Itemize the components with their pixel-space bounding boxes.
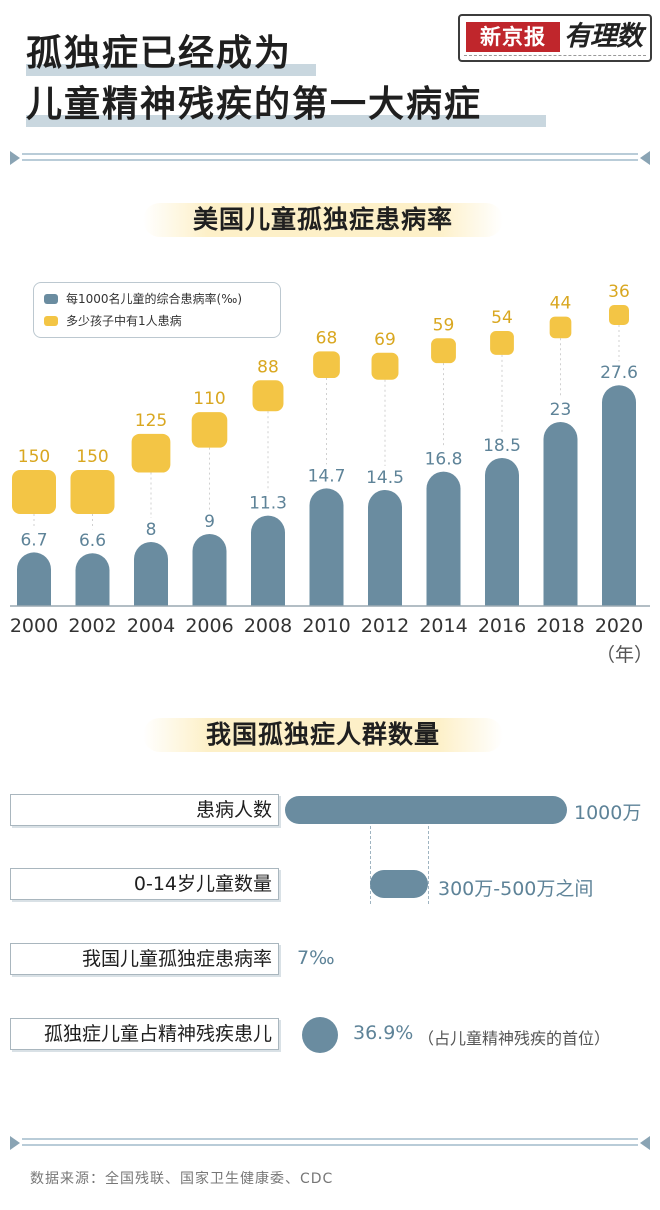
row-label-children: 0-14岁儿童数量 <box>133 873 272 895</box>
data-source: 数据来源：全国残联、国家卫生健康委、CDC <box>30 1171 334 1187</box>
bottom-divider <box>10 1136 650 1150</box>
page-title-line1: 孤独症已经成为 <box>26 33 293 74</box>
ratio-marker-2010 <box>313 351 340 379</box>
rate-label-2008: 11.3 <box>249 494 287 514</box>
ratio-marker-2012 <box>371 352 399 380</box>
rate-label-2006: 9 <box>204 512 215 532</box>
rate-label-2018: 23 <box>550 400 572 420</box>
title-highlight-1 <box>26 64 316 76</box>
circle-share <box>302 1017 338 1053</box>
rate-bar-2020 <box>602 385 636 606</box>
row-label-share: 孤独症儿童占精神残疾患儿 <box>43 1023 272 1045</box>
row-label-box-rate: 我国儿童孤独症患病率 <box>10 943 279 975</box>
row-label-rate: 我国儿童孤独症患病率 <box>81 948 272 970</box>
ratio-label-2000: 150 <box>18 447 50 467</box>
value-children: 300万-500万之间 <box>438 878 594 900</box>
x-tick-2000: 2000 <box>10 615 58 637</box>
ratio-marker-2008 <box>252 380 284 412</box>
dashed-guide-right <box>428 826 429 904</box>
legend-swatch-blue <box>44 294 58 304</box>
ratio-label-2004: 125 <box>135 411 167 431</box>
logo-stripe-decoration <box>464 55 646 58</box>
legend-swatch-yellow <box>44 316 58 326</box>
divider-arrow-right-icon <box>640 151 650 165</box>
ratio-label-2020: 36 <box>608 282 630 302</box>
x-tick-2010: 2010 <box>302 615 350 637</box>
rate-bar-2004 <box>134 542 168 606</box>
ratio-marker-2000 <box>12 470 56 514</box>
rate-bar-2010 <box>309 488 344 606</box>
x-tick-2004: 2004 <box>127 615 175 637</box>
x-tick-2016: 2016 <box>478 615 526 637</box>
rate-label-2012: 14.5 <box>366 468 404 488</box>
dashed-guide-left <box>370 826 371 904</box>
rate-bar-2000 <box>17 552 51 606</box>
rate-bar-2002 <box>75 553 110 606</box>
x-tick-2006: 2006 <box>185 615 233 637</box>
divider-arrow-left-icon <box>10 151 20 165</box>
ratio-label-2006: 110 <box>193 389 225 409</box>
rate-bar-2018 <box>543 422 578 606</box>
rate-label-2002: 6.6 <box>79 531 106 551</box>
row-label-patients: 患病人数 <box>195 799 272 821</box>
value-rate: 7‰ <box>297 947 335 969</box>
legend-label-ratio: 多少孩子中有1人患病 <box>66 314 182 328</box>
ratio-marker-2020 <box>609 305 629 325</box>
legend-label-rate: 每1000名儿童的综合患病率(‰) <box>66 292 243 306</box>
ratio-label-2002: 150 <box>76 447 108 467</box>
row-label-box-share: 孤独症儿童占精神残疾患儿 <box>10 1018 279 1050</box>
ratio-marker-2004 <box>131 433 171 473</box>
value-patients: 1000万 <box>574 802 642 824</box>
rate-label-2016: 18.5 <box>483 436 521 456</box>
x-tick-2020: 2020 <box>595 615 643 637</box>
rate-bar-2006 <box>192 534 227 606</box>
note-share: （占儿童精神残疾的首位） <box>418 1029 611 1048</box>
ratio-marker-2006 <box>191 412 228 448</box>
x-tick-2018: 2018 <box>536 615 584 637</box>
page-title-line2: 儿童精神残疾的第一大病症 <box>26 84 483 125</box>
chart-legend: 每1000名儿童的综合患病率(‰) 多少孩子中有1人患病 <box>33 282 281 338</box>
chart-title: 美国儿童孤独症患病率 <box>143 203 503 237</box>
top-divider <box>10 151 650 165</box>
logo-brand-text: 新京报 <box>466 22 560 52</box>
x-tick-2008: 2008 <box>244 615 292 637</box>
rate-label-2014: 16.8 <box>425 450 463 470</box>
ratio-label-2012: 69 <box>374 330 396 350</box>
title-highlight-2 <box>26 115 546 127</box>
divider-arrow-right-icon <box>640 1136 650 1150</box>
rate-label-2010: 14.7 <box>308 466 346 486</box>
rate-bar-2012 <box>368 490 402 606</box>
x-tick-2002: 2002 <box>68 615 116 637</box>
x-tick-2012: 2012 <box>361 615 409 637</box>
section2-title: 我国孤独症人群数量 <box>143 718 503 752</box>
bar-patients <box>285 796 567 824</box>
rate-bar-2008 <box>251 515 285 606</box>
rate-bar-2016 <box>485 458 519 606</box>
ratio-label-2010: 68 <box>316 328 338 348</box>
ratio-marker-2016 <box>490 331 514 355</box>
brand-logo: 新京报 有理数 <box>458 14 652 62</box>
value-share: 36.9% <box>353 1022 414 1044</box>
divider-arrow-left-icon <box>10 1136 20 1150</box>
row-label-box-children: 0-14岁儿童数量 <box>10 868 279 900</box>
x-axis-unit: （年） <box>596 644 654 666</box>
rate-bar-2014 <box>426 471 461 606</box>
row-label-box-patients: 患病人数 <box>10 794 279 826</box>
bar-children <box>370 870 428 898</box>
prevalence-chart: 6.7 150 2000 6.6 150 2002 8 125 2004 9 110 2006 11.3… <box>10 282 650 637</box>
logo-handwriting-text: 有理数 <box>564 21 643 52</box>
ratio-label-2008: 88 <box>257 357 279 377</box>
x-tick-2014: 2014 <box>419 615 467 637</box>
rate-label-2004: 8 <box>146 520 157 540</box>
ratio-label-2016: 54 <box>491 308 513 328</box>
ratio-marker-2002 <box>70 470 115 514</box>
rate-label-2020: 27.6 <box>600 363 638 383</box>
ratio-label-2018: 44 <box>550 294 572 314</box>
ratio-marker-2014 <box>431 338 456 364</box>
ratio-label-2014: 59 <box>433 315 455 335</box>
rate-label-2000: 6.7 <box>20 530 47 550</box>
ratio-marker-2018 <box>549 316 572 339</box>
